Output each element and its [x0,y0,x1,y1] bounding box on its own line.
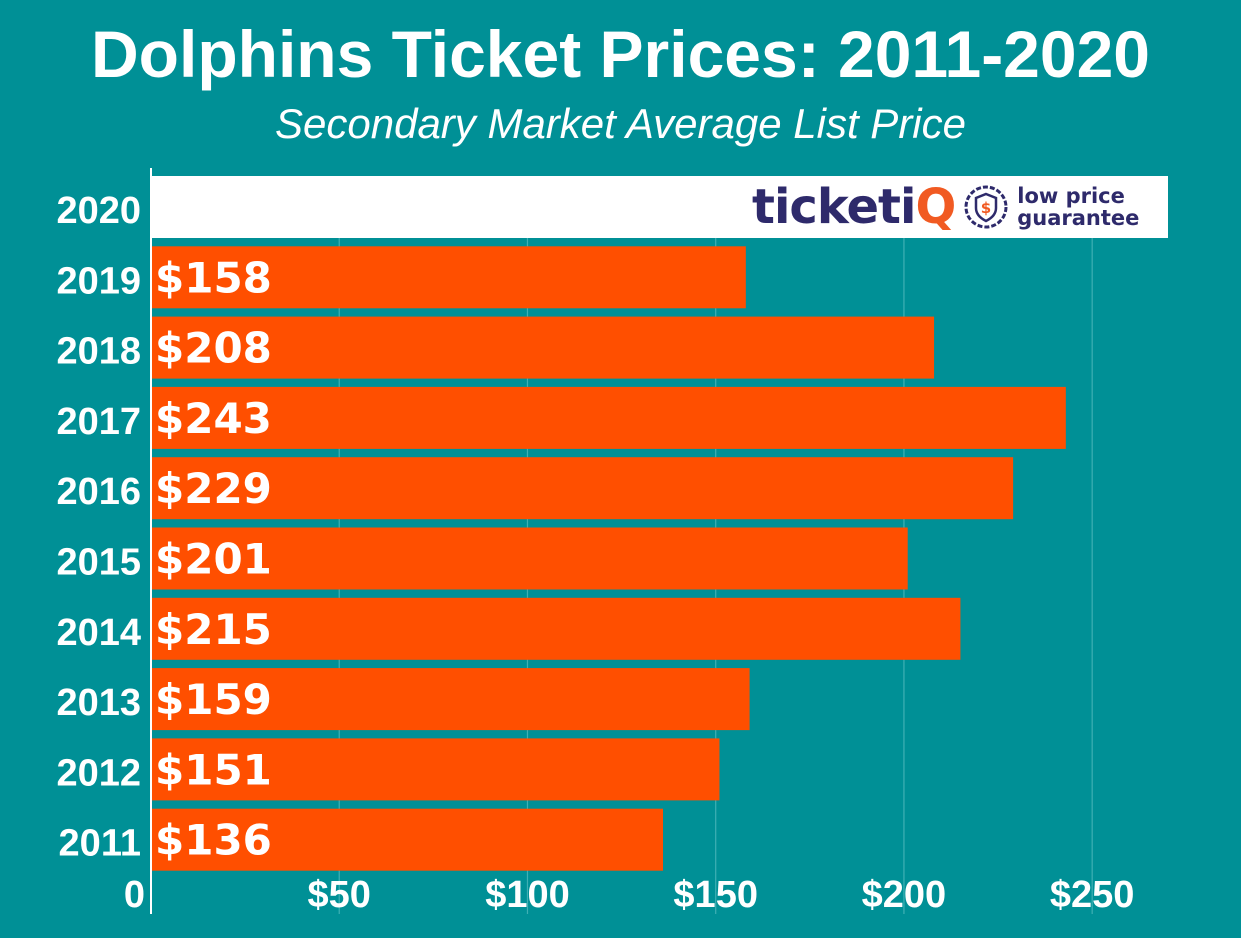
bar [151,738,720,801]
bar [151,808,663,871]
bar-value-label: $136 [155,816,272,865]
logo-tagline-line2: guarantee [1017,206,1140,230]
bars [151,176,1168,871]
bar-value-label: $215 [155,605,272,654]
x-tick-label: $150 [673,874,758,916]
x-tick-label: $250 [1050,874,1135,916]
y-category-label: 2020 [56,190,141,232]
y-category-label: 2017 [56,401,141,443]
bar [151,246,746,309]
x-tick-label: $100 [485,874,570,916]
x-tick-label: $50 [308,874,371,916]
bar-value-label: $208 [155,324,272,373]
y-category-label: 2018 [56,331,141,373]
y-category-label: 2016 [56,471,141,513]
bar [151,668,750,731]
logo-wordmark-main: ticketi [752,179,916,235]
chart-subtitle: Secondary Market Average List Price [275,100,966,147]
x-tick-label: 0 [124,874,145,916]
logo-seal-symbol: $ [981,199,991,217]
bar [151,457,1014,520]
bar-value-label: $201 [155,535,272,584]
bar-value-label: $158 [155,253,272,302]
logo-wordmark: ticketiQ [752,176,956,238]
bar [151,597,961,660]
bar-value-label: $268 [155,183,272,232]
y-category-label: 2012 [56,752,141,794]
ticketiq-logo: ticketiQ $ low price guarantee [752,176,1168,238]
bar-value-label: $151 [155,745,272,794]
x-tick-label: $200 [862,874,947,916]
y-category-label: 2013 [56,682,141,724]
bar [151,316,935,379]
logo-tagline-line1: low price [1017,184,1125,208]
bar-value-label: $243 [155,394,272,443]
bar-value-label: $159 [155,675,272,724]
bar [151,527,908,590]
y-category-label: 2015 [56,542,141,584]
y-category-label: 2011 [59,823,141,865]
chart-title: Dolphins Ticket Prices: 2011-2020 [91,17,1150,91]
bar [151,386,1066,449]
y-category-label: 2019 [56,260,141,302]
logo-wordmark-accent: Q [915,179,956,235]
shield-dollar-icon: $ [964,185,1008,229]
labels: 0 $50 $100 $150 $200 $250 2020 $268 2019 $158 2018… [56,183,1134,916]
bar-value-label: $229 [155,464,272,513]
y-category-label: 2014 [56,612,141,654]
highlight-bar-background [151,176,1168,238]
logo-tagline: low price guarantee [1017,185,1139,229]
